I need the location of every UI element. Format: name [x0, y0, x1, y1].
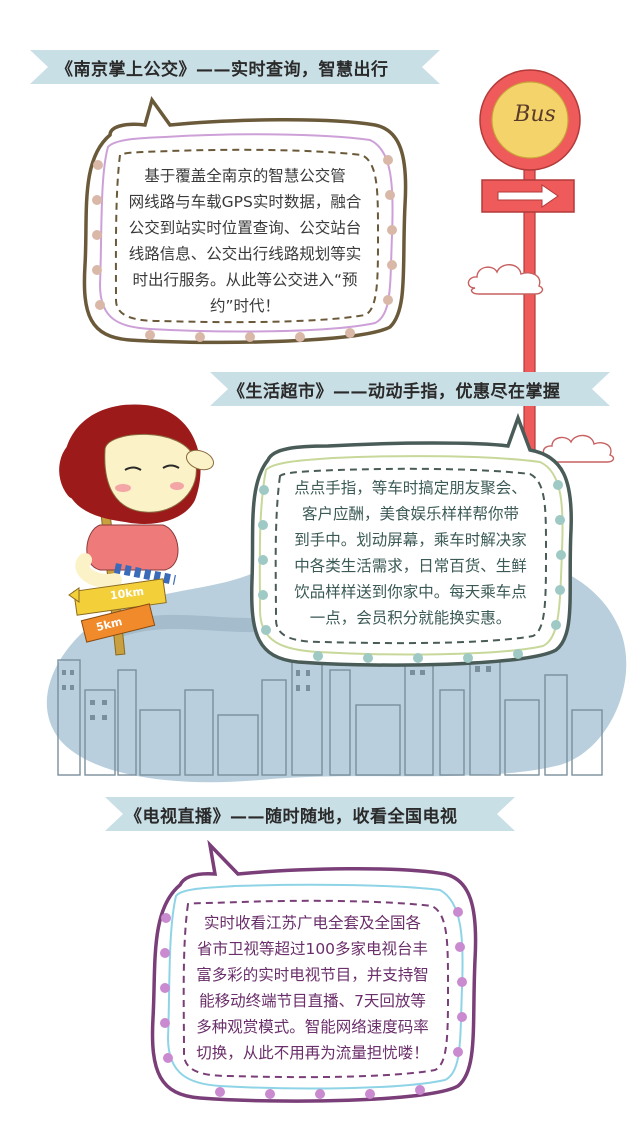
section-3-banner: 《电视直播》——随时随地，收看全国电视 [105, 795, 515, 833]
arrow-right-icon [497, 184, 559, 208]
section-2-speech-bubble [249, 412, 573, 667]
bus-sign-label: Bus [514, 102, 556, 127]
section-1-speech-bubble [82, 96, 408, 345]
section-1-banner: 《南京掌上公交》——实时查询，智慧出行 [30, 48, 440, 86]
bus-stop-sign-icon [479, 69, 581, 455]
section-3-description: 实时收看江苏广电全套及全国各 省市卫视等超过100多家电视台丰 富多彩的实时电视… [196, 914, 429, 1062]
section-1-title: 《南京掌上公交》——实时查询，智慧出行 [56, 59, 389, 80]
girl-illustration-icon [59, 404, 215, 656]
section-3-speech-bubble [150, 840, 478, 1103]
cloud-icon [467, 264, 544, 295]
cloud-icon [542, 434, 615, 463]
section-1-description: 基于覆盖全南京的智慧公交管 网线路与车载GPS实时数据，融合 公交到站实时位置查… [128, 167, 362, 315]
section-2-banner: 《生活超市》——动动手指，优惠尽在掌握 [210, 370, 610, 408]
section-2-description: 点点手指，等车时搞定朋友聚会、 客户应酬，美食娱乐样样帮你带 到手中。划动屏幕，… [294, 479, 527, 627]
section-3-title: 《电视直播》——随时随地，收看全国电视 [125, 806, 458, 827]
section-2-title: 《生活超市》——动动手指，优惠尽在掌握 [228, 381, 561, 402]
